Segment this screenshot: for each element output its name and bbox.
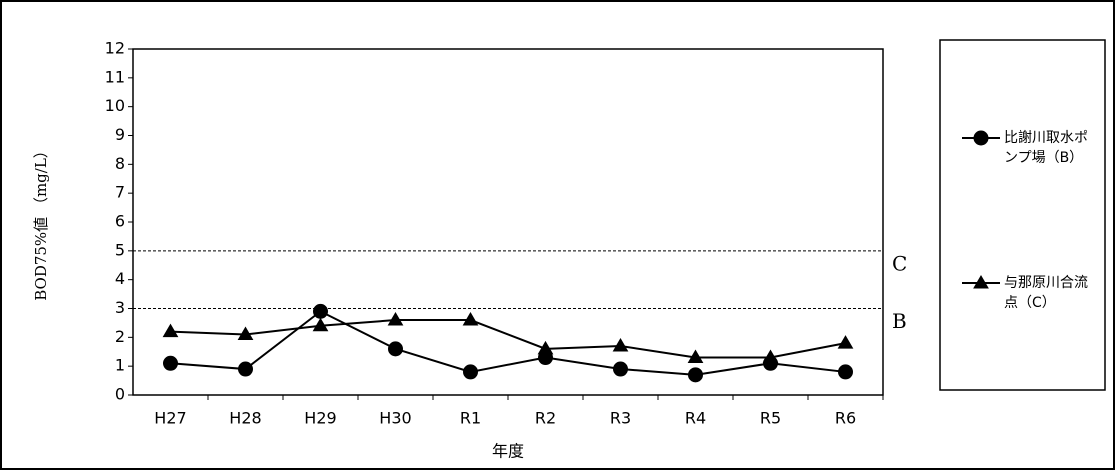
y-tick-label: 1	[115, 356, 125, 375]
y-tick-label: 8	[115, 154, 125, 173]
series-line	[170, 319, 846, 359]
x-tick-label: R5	[760, 409, 781, 428]
x-tick-label: R1	[460, 409, 481, 428]
y-tick-label: 12	[105, 39, 125, 58]
marker	[613, 361, 628, 377]
y-tick-label: 5	[115, 240, 125, 259]
y-tick-label: 11	[105, 67, 125, 86]
y-tick-label: 10	[105, 96, 125, 115]
x-tick-label: H30	[379, 409, 411, 428]
y-tick-label: 2	[115, 327, 125, 346]
reference-label: C	[892, 251, 907, 275]
y-tick-label: 7	[115, 183, 125, 202]
marker	[312, 317, 329, 332]
marker	[838, 364, 853, 380]
legend-label: 比謝川取水ポンプ場（B）	[1004, 130, 1088, 166]
y-tick-label: 4	[115, 269, 125, 288]
marker	[688, 367, 703, 383]
plot-area	[132, 48, 884, 396]
marker	[388, 341, 403, 357]
x-tick-label: H28	[229, 409, 261, 428]
y-tick-label: 9	[115, 125, 125, 144]
x-tick-label: R6	[835, 409, 856, 428]
marker	[238, 361, 253, 377]
marker	[237, 326, 254, 340]
marker	[973, 275, 989, 289]
x-tick-label: H27	[154, 409, 186, 428]
marker	[387, 312, 404, 326]
marker	[837, 335, 854, 349]
marker	[162, 323, 179, 338]
y-tick-label: 6	[115, 212, 125, 231]
marker	[463, 364, 478, 380]
marker	[163, 355, 178, 371]
x-tick-label: H29	[304, 409, 336, 428]
marker	[462, 312, 479, 326]
legend-box	[939, 39, 1106, 391]
y-tick-label: 3	[115, 298, 125, 317]
y-tick-label: 0	[115, 385, 125, 404]
x-tick-label: R2	[535, 409, 556, 428]
marker	[973, 130, 989, 146]
legend-label: 与那原川合流点（C）	[1004, 275, 1088, 311]
y-axis-label: BOD75%値 （mg/L）	[32, 143, 50, 301]
marker	[762, 349, 779, 364]
series-line	[170, 310, 846, 376]
x-tick-label: R4	[685, 409, 706, 428]
reference-label: B	[892, 309, 907, 333]
x-axis-label: 年度	[492, 442, 524, 461]
marker	[612, 337, 629, 352]
marker	[313, 303, 328, 319]
marker	[537, 340, 554, 355]
x-tick-label: R3	[610, 409, 631, 428]
marker	[687, 349, 704, 364]
